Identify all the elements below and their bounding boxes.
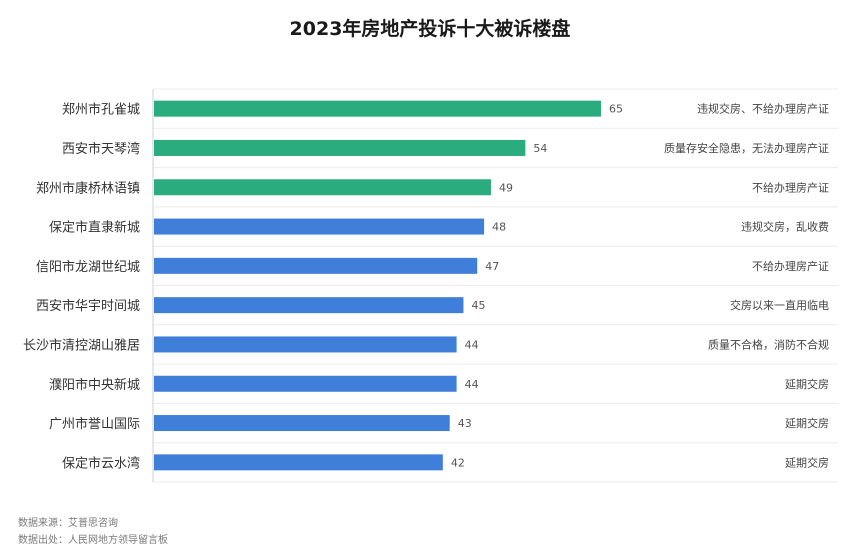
bar [154,179,491,196]
bar [154,257,478,274]
bar-value-label: 54 [533,142,547,155]
category-tick-label: 保定市直隶新城 [49,220,140,236]
bar [154,336,457,353]
bar-value-label: 65 [609,103,623,116]
category-tick-label: 保定市云水湾 [62,455,140,471]
bar-value-label: 49 [499,181,513,194]
complaint-reason-label: 违规交房、不给办理房产证 [697,102,829,116]
category-tick-label: 濮阳市中央新城 [49,377,140,393]
data-origin-note: 数据出处：人民网地方领导留言板 [18,535,168,546]
bar-value-label: 42 [451,456,465,469]
bar [154,139,526,156]
category-tick-label: 广州市誉山国际 [49,416,140,432]
category-tick-label: 郑州市康桥林语镇 [36,180,140,196]
bar-value-label: 47 [485,260,499,273]
category-tick-label: 西安市华宇时间城 [36,298,140,314]
complaint-reason-label: 延期交房 [785,416,829,430]
bar [154,297,464,314]
bar-value-label: 48 [492,221,506,234]
bar-value-label: 45 [471,299,485,312]
category-tick-label: 信阳市龙湖世纪城 [36,259,140,275]
complaint-reason-label: 违规交房，乱收费 [741,220,829,234]
complaint-reason-label: 交房以来一直用临电 [730,298,829,312]
category-tick-label: 郑州市孔雀城 [62,102,140,118]
complaint-reason-label: 不给办理房产证 [752,259,829,273]
complaint-reason-label: 质量不合格，消防不合规 [708,337,829,351]
bar [154,218,485,235]
bar [154,100,601,117]
bar-value-label: 44 [465,378,479,391]
complaint-reason-label: 质量存安全隐患，无法办理房产证 [664,141,829,155]
bar [154,454,443,471]
bar [154,375,457,392]
category-tick-label: 西安市天琴湾 [62,141,140,157]
bar-value-label: 43 [458,417,472,430]
complaint-reason-label: 延期交房 [785,377,829,391]
complaint-reason-label: 延期交房 [785,455,829,469]
bar [154,415,450,432]
chart-title: 2023年房地产投诉十大被诉楼盘 [289,18,571,40]
data-source-note: 数据来源：艾普思咨询 [18,518,118,529]
category-tick-label: 长沙市清控湖山雅居 [23,337,140,353]
bar-value-label: 44 [465,338,479,351]
complaint-reason-label: 不给办理房产证 [752,180,829,194]
